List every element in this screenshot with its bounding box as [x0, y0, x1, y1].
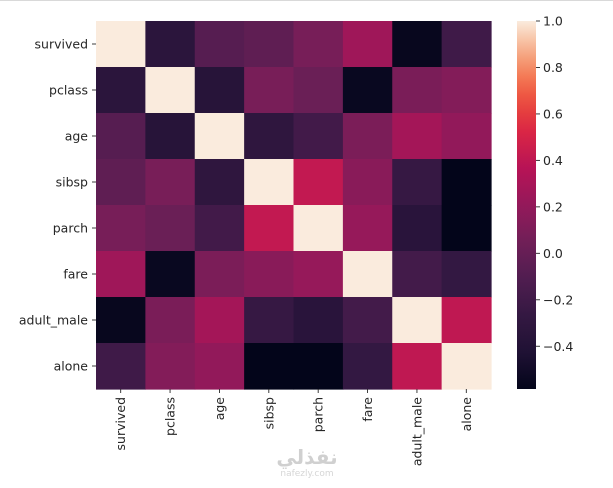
heatmap-cell-sibsp-adult_male — [392, 159, 443, 206]
heatmap-cell-alone-age — [194, 343, 245, 390]
colorbar: 1.0 0.8 0.6 0.4 0.2 0.0 −0.2 −0.4 — [517, 14, 573, 389]
colorbar-tick-label: 0.0 — [543, 246, 563, 261]
heatmap-cell-adult_male-survived — [96, 297, 146, 344]
x-tick-label: age — [212, 397, 227, 421]
heatmap-cell-adult_male-alone — [441, 297, 492, 344]
x-tick-label: adult_male — [409, 397, 424, 466]
heatmap-cell-parch-survived — [96, 205, 146, 252]
colorbar-tick-label: 1.0 — [543, 14, 563, 29]
heatmap-cell-alone-sibsp — [244, 343, 295, 390]
heatmap-cell-alone-pclass — [145, 343, 196, 390]
x-tick-label: pclass — [163, 397, 178, 436]
heatmap-cell-survived-pclass — [145, 21, 196, 68]
heatmap-cell-alone-survived — [96, 343, 146, 390]
heatmap-cell-adult_male-parch — [293, 297, 344, 344]
heatmap-cell-alone-parch — [293, 343, 344, 390]
heatmap-cell-age-adult_male — [392, 113, 443, 160]
heatmap-cell-fare-fare — [342, 251, 393, 298]
heatmap-cell-sibsp-pclass — [145, 159, 196, 206]
heatmap-cell-sibsp-survived — [96, 159, 146, 206]
colorbar-tick-label: 0.4 — [543, 153, 563, 168]
y-tick-label: alone — [54, 359, 89, 374]
x-tick-label: parch — [311, 397, 326, 432]
heatmap-cell-parch-fare — [342, 205, 393, 252]
heatmap-cell-parch-sibsp — [244, 205, 295, 252]
heatmap-cell-age-fare — [342, 113, 393, 160]
heatmap-cell-pclass-alone — [441, 67, 492, 114]
watermark-arabic: نفذلي — [276, 445, 338, 469]
heatmap-cell-survived-survived — [96, 21, 146, 68]
heatmap-cell-sibsp-sibsp — [244, 159, 295, 206]
watermark: نفذلي nafezly.com — [262, 446, 352, 480]
heatmap-cell-survived-sibsp — [244, 21, 295, 68]
y-tick-label: age — [65, 129, 89, 144]
heatmap-cell-survived-adult_male — [392, 21, 443, 68]
heatmap-cell-age-parch — [293, 113, 344, 160]
y-tick-label: parch — [53, 221, 88, 236]
heatmap-cell-alone-fare — [342, 343, 393, 390]
heatmap-cell-pclass-adult_male — [392, 67, 443, 114]
heatmap-cell-parch-alone — [441, 205, 492, 252]
heatmap-cell-adult_male-sibsp — [244, 297, 295, 344]
heatmap-cell-pclass-survived — [96, 67, 146, 114]
heatmap-cell-parch-pclass — [145, 205, 196, 252]
heatmap-cell-sibsp-alone — [441, 159, 492, 206]
heatmap-cells — [96, 21, 492, 390]
heatmap-cell-survived-fare — [342, 21, 393, 68]
heatmap-cell-pclass-pclass — [145, 67, 196, 114]
colorbar-tick-label: 0.6 — [543, 106, 563, 121]
heatmap-cell-age-age — [194, 113, 245, 160]
heatmap-cell-sibsp-fare — [342, 159, 393, 206]
colorbar-tick-label: 0.2 — [543, 199, 563, 214]
heatmap-cell-adult_male-age — [194, 297, 245, 344]
colorbar-tick-label: −0.4 — [543, 339, 573, 354]
colorbar-gradient — [517, 21, 536, 389]
heatmap-cell-fare-pclass — [145, 251, 196, 298]
heatmap-cell-pclass-age — [194, 67, 245, 114]
heatmap-cell-sibsp-age — [194, 159, 245, 206]
y-tick-label: survived — [35, 37, 88, 52]
heatmap-cell-parch-adult_male — [392, 205, 443, 252]
heatmap-cell-parch-age — [194, 205, 245, 252]
y-tick-label: fare — [63, 267, 88, 282]
heatmap-cell-pclass-parch — [293, 67, 344, 114]
heatmap-cell-age-survived — [96, 113, 146, 160]
heatmap-cell-fare-parch — [293, 251, 344, 298]
y-axis: survived pclass age sibsp parch fare adult_mal… — [19, 37, 96, 374]
y-tick-label: adult_male — [19, 313, 88, 328]
top-border — [0, 0, 613, 1]
heatmap-cell-survived-parch — [293, 21, 344, 68]
y-tick-label: pclass — [49, 83, 88, 98]
heatmap-cell-fare-age — [194, 251, 245, 298]
heatmap-cell-adult_male-fare — [342, 297, 393, 344]
heatmap-cell-survived-alone — [441, 21, 492, 68]
heatmap-cell-fare-sibsp — [244, 251, 295, 298]
heatmap-cell-alone-adult_male — [392, 343, 443, 390]
heatmap-cell-fare-survived — [96, 251, 146, 298]
heatmap-cell-parch-parch — [293, 205, 344, 252]
heatmap-cell-pclass-sibsp — [244, 67, 295, 114]
heatmap-cell-alone-alone — [441, 343, 492, 390]
watermark-url: nafezly.com — [280, 469, 334, 479]
heatmap-cell-adult_male-adult_male — [392, 297, 443, 344]
heatmap-cell-age-pclass — [145, 113, 196, 160]
heatmap-cell-sibsp-parch — [293, 159, 344, 206]
x-tick-label: alone — [459, 397, 474, 432]
heatmap-cell-fare-adult_male — [392, 251, 443, 298]
heatmap-cell-age-sibsp — [244, 113, 295, 160]
colorbar-tick-label: 0.8 — [543, 60, 563, 75]
x-tick-label: sibsp — [261, 397, 276, 429]
y-tick-label: sibsp — [56, 175, 88, 190]
x-axis: survived pclass age sibsp parch fare adult_mal… — [113, 389, 474, 466]
heatmap-cell-fare-alone — [441, 251, 492, 298]
heatmap-cell-survived-age — [194, 21, 245, 68]
heatmap-cell-pclass-fare — [342, 67, 393, 114]
x-tick-label: fare — [360, 397, 375, 422]
colorbar-tick-label: −0.2 — [543, 292, 573, 307]
heatmap-cell-age-alone — [441, 113, 492, 160]
heatmap-cell-adult_male-pclass — [145, 297, 196, 344]
x-tick-label: survived — [113, 397, 128, 450]
